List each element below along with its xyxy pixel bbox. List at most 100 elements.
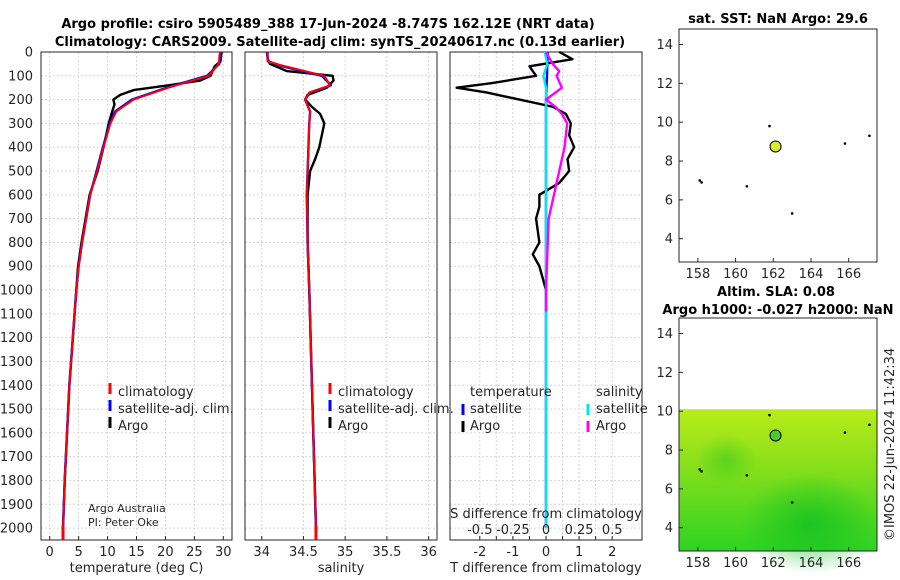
y-tick-label: 12	[656, 366, 673, 381]
legend-group-header: temperature	[470, 385, 552, 400]
series-line	[544, 51, 569, 312]
sst-title: sat. SST: NaN Argo: 29.6	[688, 12, 868, 27]
imos-watermark: ©IMOS 22-Jun-2024 11:42:34	[883, 348, 898, 541]
salinity-grid	[245, 51, 437, 540]
y-tick-label: 4	[665, 232, 673, 247]
x-tick-label: 2	[608, 545, 616, 560]
x-tick-label: 0	[46, 545, 54, 560]
depth-tick-label: 900	[8, 260, 33, 275]
depth-tick-label: 600	[8, 188, 33, 203]
h-title: Argo h1000: -0.027 h2000: NaN	[662, 303, 893, 318]
depth-tick-label: 800	[8, 236, 33, 251]
x-tick-label: 1	[575, 545, 583, 560]
x-tick-label: 20	[157, 545, 174, 560]
x-tick-label: 164	[799, 267, 824, 282]
argo-float-marker	[769, 140, 782, 153]
x-tick-label: 25	[186, 545, 203, 560]
legend-label: Argo	[596, 419, 626, 434]
x-tick-label: 158	[685, 556, 710, 571]
island-dot	[843, 431, 847, 434]
depth-tick-label: 1600	[0, 426, 33, 441]
x-tick-label: 34.5	[289, 545, 318, 560]
depth-tick-label: 500	[8, 165, 33, 180]
depth-tick-label: 1800	[0, 474, 33, 489]
depth-tick-label: 100	[8, 69, 33, 84]
title-line-2: Climatology: CARS2009. Satellite-adj cli…	[55, 35, 625, 50]
top-tick-label: -0.25	[496, 523, 530, 538]
y-tick-label: 14	[656, 327, 673, 342]
depth-tick-label: 300	[8, 117, 33, 132]
salinity-panel: 34 34.5 35 35.5 36 salinity climatology satelli…	[244, 51, 454, 576]
island-dot	[768, 124, 771, 128]
x-tick-label: 162	[761, 267, 786, 282]
legend-label: Argo	[338, 419, 368, 434]
legend-label: satellite	[470, 402, 522, 417]
x-tick-label: -2	[473, 545, 486, 560]
depth-tick-label: 200	[8, 93, 33, 108]
series-line	[455, 50, 576, 291]
salinity-frame	[244, 51, 438, 541]
temperature-panel: 0100200300400500600700800900100011001200…	[0, 46, 234, 577]
legend-label: satellite-adj. clim.	[338, 402, 454, 417]
y-tick-label: 4	[665, 521, 673, 536]
x-tick-label: 5	[74, 545, 82, 560]
x-tick-label: 166	[836, 267, 861, 282]
x-tick-label: 34	[253, 545, 270, 560]
depth-tick-label: 1300	[0, 355, 33, 370]
y-tick-label: 14	[656, 38, 673, 53]
top-tick-label: -0.5	[467, 523, 492, 538]
island-dot	[790, 501, 794, 504]
top-tick-label: 0.5	[602, 523, 623, 538]
top-axis-label: S difference from climatology	[450, 507, 642, 522]
legend-label: climatology	[118, 385, 194, 400]
argo-float-marker	[769, 429, 782, 442]
depth-tick-label: 2000	[0, 522, 33, 537]
y-tick-label: 12	[656, 77, 673, 92]
island-dot	[698, 179, 702, 182]
x-tick-label: -1	[506, 545, 519, 560]
depth-tick-label: 1700	[0, 450, 33, 465]
x-tick-label: 158	[685, 267, 710, 282]
depth-tick-label: 700	[8, 212, 33, 227]
x-tick-label: 0	[542, 545, 550, 560]
island-dot	[698, 468, 702, 471]
sla-title: Altim. SLA: 0.08	[717, 285, 835, 300]
depth-tick-label: 1000	[0, 284, 33, 299]
x-axis-label: temperature (deg C)	[70, 561, 204, 576]
x-tick-label: 36	[420, 545, 437, 560]
island-dot	[868, 423, 871, 427]
x-axis-label: salinity	[318, 561, 365, 576]
island-dot	[745, 473, 749, 477]
top-tick-label: 0	[542, 523, 550, 538]
x-tick-label: 35.5	[372, 545, 401, 560]
temperature-grid	[41, 51, 232, 540]
x-tick-label: 15	[128, 545, 145, 560]
island-dot	[790, 212, 794, 215]
island-dot	[700, 470, 703, 473]
series-line	[266, 52, 332, 529]
y-tick-label: 6	[665, 482, 673, 497]
x-tick-label: 162	[761, 556, 786, 571]
depth-tick-label: 1200	[0, 331, 33, 346]
sla-low-anomaly	[741, 473, 881, 574]
island-dot	[768, 413, 771, 417]
island-dot	[868, 134, 871, 138]
depth-tick-label: 1100	[0, 307, 33, 322]
depth-tick-label: 1900	[0, 498, 33, 513]
x-axis-label: T difference from climatology	[449, 561, 642, 576]
depth-tick-label: 0	[25, 46, 33, 61]
island-dot	[700, 181, 703, 184]
title-line-1: Argo profile: csiro 5905489_388 17-Jun-2…	[61, 17, 594, 32]
x-tick-label: 166	[836, 556, 861, 571]
legend-group-header: salinity	[596, 385, 643, 400]
sst_map-panel: 158 160 162 164 166 4 6 8 10 12 14	[656, 28, 878, 282]
legend-label: Argo	[470, 419, 500, 434]
x-tick-label: 164	[799, 556, 824, 571]
depth-tick-label: 1400	[0, 379, 33, 394]
x-tick-label: 35	[337, 545, 354, 560]
plot-layer: 0100200300400500600700800900100011001200…	[0, 28, 881, 577]
sla_map-frame	[678, 317, 878, 552]
x-tick-label: 160	[723, 556, 748, 571]
y-tick-label: 10	[656, 116, 673, 131]
